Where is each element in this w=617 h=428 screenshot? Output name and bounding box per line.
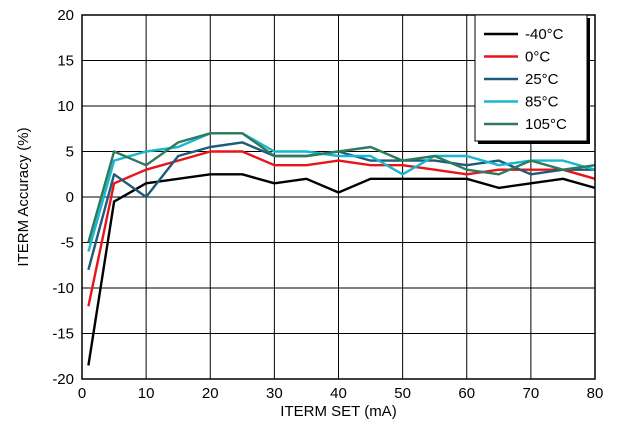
x-axis-title: ITERM SET (mA) — [280, 403, 396, 420]
x-tick-label: 0 — [78, 385, 86, 402]
y-tick-label: -15 — [52, 326, 74, 343]
x-tick-label: 60 — [458, 385, 475, 402]
y-tick-label: 10 — [57, 98, 74, 115]
series-line-4 — [87, 132, 596, 243]
legend-label: -40°C — [525, 26, 564, 43]
series-lines — [87, 132, 596, 366]
x-tick-label: 30 — [266, 385, 283, 402]
legend-label: 25°C — [525, 71, 559, 88]
y-tick-label: 5 — [66, 144, 74, 161]
series-line-3 — [87, 132, 596, 252]
x-tick-label: 20 — [202, 385, 219, 402]
x-tick-label: 50 — [394, 385, 411, 402]
y-tick-label: 20 — [57, 7, 74, 24]
y-axis-title: ITERM Accuracy (%) — [15, 127, 32, 266]
x-tick-label: 40 — [330, 385, 347, 402]
tick-labels: 0 10 20 30 40 50 60 70 80 -20 -15 -10 -5 0 5 10 15 20 — [52, 7, 603, 402]
y-tick-label: -5 — [61, 235, 74, 252]
x-tick-label: 70 — [523, 385, 540, 402]
legend: -40°C 0°C 25°C 85°C 105°C — [474, 14, 590, 144]
x-tick-label: 80 — [587, 385, 604, 402]
legend-label: 105°C — [525, 116, 567, 133]
y-tick-label: 15 — [57, 53, 74, 70]
y-tick-label: -10 — [52, 280, 74, 297]
y-tick-label: -20 — [52, 371, 74, 388]
x-tick-label: 10 — [138, 385, 155, 402]
legend-label: 0°C — [525, 49, 550, 66]
plot-border — [81, 14, 596, 380]
legend-label: 85°C — [525, 94, 559, 111]
y-tick-label: 0 — [66, 189, 74, 206]
series-line-0 — [87, 173, 596, 366]
